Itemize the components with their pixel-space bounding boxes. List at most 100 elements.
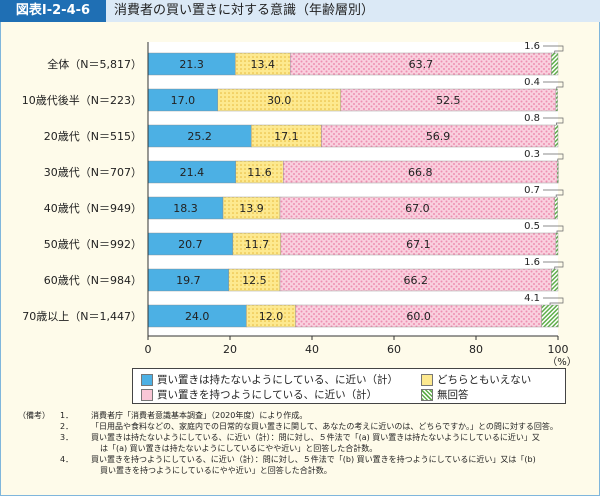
bar-chart: 全体（N＝5,817） 21.3 13.4 63.7 1.6 10歳代後半（N＝223） 1… — [22, 41, 577, 366]
note-text: 消費者庁「消費者意識基本調査」（2020年度）により作成。 — [91, 411, 308, 420]
data-label: 0.3 — [524, 149, 540, 160]
note-head — [18, 421, 60, 432]
category-label: 全体（N＝5,817） — [47, 57, 142, 71]
x-unit: （%） — [547, 356, 577, 366]
category-label: 50歳代（N＝992） — [44, 238, 142, 251]
note-head — [18, 443, 60, 454]
leader-line — [543, 81, 564, 89]
bar-segment — [554, 124, 559, 148]
note-line: 2． 「日用品や食料などの、家庭内での日常的な買い置きに関して、あなたの考えに近い… — [18, 421, 558, 432]
legend-item: どちらともいえない — [421, 372, 531, 387]
category-label: 30歳代（N＝707） — [44, 166, 142, 179]
x-tick-label: 40 — [305, 343, 319, 356]
note-text: は「(a) 買い置きは持たないようにしているにやや近い」と回答した合計数。 — [100, 444, 378, 453]
data-label: 11.6 — [247, 166, 272, 179]
legend-item: 買い置きを持つようにしている、に近い（計） — [141, 387, 377, 402]
data-label: 24.0 — [185, 310, 210, 323]
data-label: 1.6 — [524, 257, 540, 268]
header-bar: 図表Ⅰ-2-4-6 消費者の買い置きに対する意識（年齢層別） — [0, 0, 600, 22]
note-head — [18, 432, 60, 443]
x-tick-label: 100 — [548, 343, 569, 356]
x-tick-label: 0 — [145, 343, 152, 356]
data-label: 13.9 — [239, 202, 264, 215]
note-number: 4． — [60, 455, 74, 464]
note-line: は「(a) 買い置きは持たないようにしているにやや近い」と回答した合計数。 — [18, 443, 558, 454]
data-label: 17.1 — [274, 130, 299, 143]
data-label: 0.5 — [524, 221, 540, 232]
category-label: 10歳代後半（N＝223） — [22, 93, 142, 107]
data-label: 13.4 — [251, 58, 276, 71]
note-text: 「日用品や食料などの、家庭内での日常的な買い置きに関して、あなたの考えに近いのは… — [91, 422, 558, 431]
note-line: 3． 買い置きは持たないようにしている、に近い（計）：問に対し、５件法で「(a) … — [18, 432, 558, 443]
legend-swatch — [421, 388, 433, 401]
bar-segment — [551, 268, 559, 292]
data-label: 1.6 — [524, 41, 540, 52]
note-number — [60, 443, 100, 454]
data-label: 66.2 — [403, 274, 428, 287]
plot-area — [148, 42, 558, 336]
legend-label: 無回答 — [437, 389, 469, 401]
data-label: 21.4 — [180, 166, 205, 179]
note-line: 4． 買い置きを持つようにしている、に近い（計）：問に対し、５件法で「(b) 買い… — [18, 454, 558, 465]
leader-line — [543, 297, 564, 305]
data-label: 67.1 — [406, 238, 431, 251]
notes: （備考） 1． 消費者庁「消費者意識基本調査」（2020年度）により作成。 2． 「日用… — [18, 410, 558, 476]
leader-line — [543, 189, 564, 197]
note-head — [18, 465, 60, 476]
category-label: 60歳代（N＝984） — [44, 274, 142, 287]
leader-line — [543, 45, 564, 53]
data-label: 0.4 — [524, 77, 540, 88]
data-label: 0.8 — [524, 113, 540, 124]
legend-label: 買い置きを持つようにしている、に近い（計） — [157, 389, 378, 401]
legend-item: 無回答 — [421, 387, 469, 402]
legend-label: 買い置きは持たないようにしている、に近い（計） — [157, 374, 398, 386]
legend-swatch — [141, 373, 153, 386]
data-label: 63.7 — [409, 58, 434, 71]
note-head: （備考） — [18, 411, 50, 420]
bar-segment — [555, 88, 558, 112]
x-tick-label: 80 — [469, 343, 483, 356]
x-tick-label: 20 — [223, 343, 237, 356]
data-label: 19.7 — [176, 274, 201, 287]
note-number — [60, 465, 100, 476]
category-label: 20歳代（N＝515） — [44, 130, 142, 143]
note-text: 買い置きを持つようにしている、に近い（計）：問に対し、５件法で「(b) 買い置き… — [91, 455, 536, 464]
data-label: 12.0 — [259, 310, 284, 323]
legend-swatch — [141, 388, 153, 401]
data-label: 52.5 — [436, 94, 461, 107]
data-label: 18.3 — [173, 202, 198, 215]
chart-title: 消費者の買い置きに対する意識（年齢層別） — [114, 3, 375, 18]
note-line: （備考） 1． 消費者庁「消費者意識基本調査」（2020年度）により作成。 — [18, 410, 558, 421]
data-label: 0.7 — [524, 185, 540, 196]
data-label: 66.8 — [408, 166, 433, 179]
bar-segment — [554, 196, 558, 220]
leader-line — [543, 261, 564, 269]
note-number: 3． — [60, 433, 74, 442]
bar-segment — [555, 232, 559, 256]
note-line: 買い置きを持つようにしているにやや近い」と回答した合計数。 — [18, 465, 558, 476]
category-label: 70歳以上（N＝1,447） — [22, 310, 142, 323]
data-label: 4.1 — [524, 293, 540, 304]
note-head — [18, 454, 60, 465]
data-label: 25.2 — [187, 130, 212, 143]
leader-line — [543, 153, 564, 161]
figure-id: 図表Ⅰ-2-4-6 — [0, 0, 106, 22]
leader-line — [543, 225, 564, 233]
data-label: 60.0 — [406, 310, 431, 323]
data-label: 21.3 — [179, 58, 204, 71]
legend-label: どちらともいえない — [437, 374, 532, 386]
x-tick-label: 60 — [387, 343, 401, 356]
data-label: 67.0 — [405, 202, 430, 215]
note-number: 1． — [60, 411, 74, 420]
legend-item: 買い置きは持たないようにしている、に近い（計） — [141, 372, 398, 387]
leader-line — [543, 117, 564, 125]
note-text: 買い置きは持たないようにしている、に近い（計）：問に対し、５件法で「(a) 買い… — [91, 433, 540, 442]
data-label: 12.5 — [242, 274, 267, 287]
note-text: 買い置きを持つようにしているにやや近い」と回答した合計数。 — [100, 466, 332, 475]
note-number: 2． — [60, 422, 74, 431]
data-label: 17.0 — [171, 94, 196, 107]
bar-segment — [556, 160, 559, 184]
data-label: 11.7 — [245, 238, 270, 251]
legend: 買い置きは持たないようにしている、に近い（計） どちらともいえない 買い置きを持… — [132, 368, 566, 404]
bar-segment — [551, 52, 559, 76]
